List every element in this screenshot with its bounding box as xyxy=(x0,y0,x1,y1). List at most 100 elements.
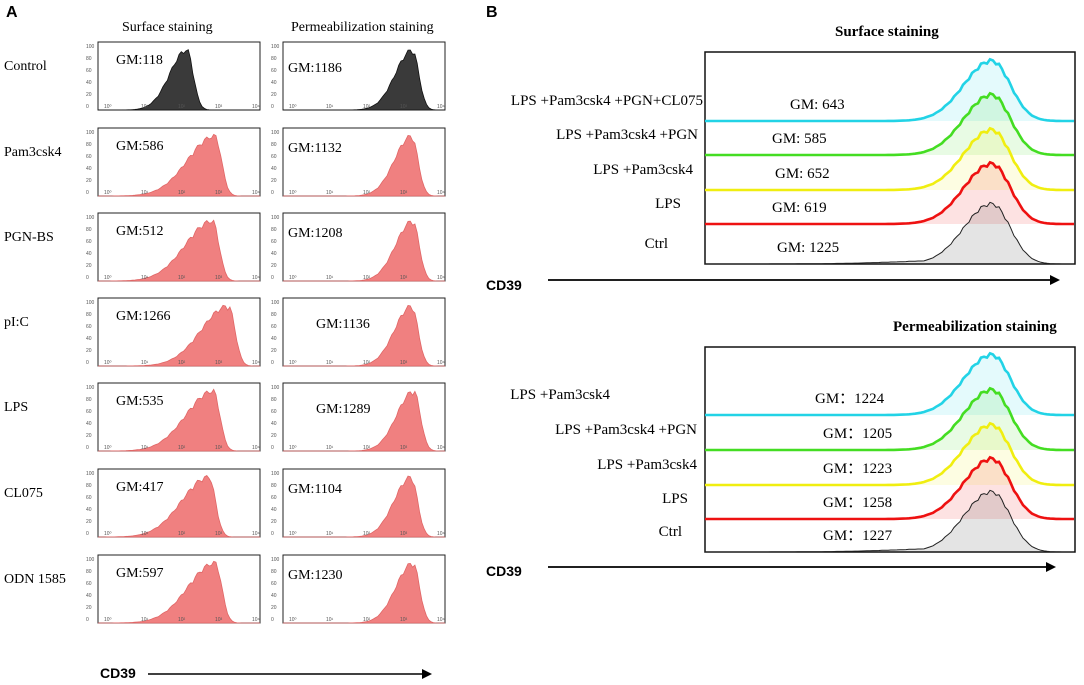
x-tick-label: 10¹ xyxy=(326,531,334,537)
y-tick-label: 80 xyxy=(86,312,92,318)
overlay-series-line xyxy=(705,351,1074,417)
y-tick-label: 80 xyxy=(86,227,92,233)
overlay-fill xyxy=(705,59,1075,121)
series-label: LPS +Pam3csk4 +PGN xyxy=(555,422,697,438)
x-tick-label: 10¹ xyxy=(141,104,149,110)
y-tick-label: 40 xyxy=(271,336,277,342)
series-gm: GM：1223 xyxy=(823,461,892,477)
y-tick-label: 40 xyxy=(271,166,277,172)
x-tick-label: 10² xyxy=(178,445,186,451)
histogram-distribution xyxy=(98,388,260,452)
histogram-distribution xyxy=(283,475,445,538)
overlay-fill xyxy=(705,93,1075,155)
y-tick-label: 40 xyxy=(86,593,92,599)
x-tick-label: 10² xyxy=(178,617,186,623)
y-tick-label: 100 xyxy=(86,385,95,391)
gm-value: GM:535 xyxy=(116,394,163,409)
overlay-series-line xyxy=(705,126,1074,192)
x-tick-label: 10³ xyxy=(400,445,408,451)
panel-b-perm-title: Permeabilization staining xyxy=(893,319,1057,335)
x-tick-label: 10² xyxy=(363,104,371,110)
y-tick-label: 100 xyxy=(86,130,95,136)
panel-a-grid: Control 10⁰ 10¹ 10² 10³ 10⁴ 0 20 40 60 80 100 GM:118… xyxy=(4,41,446,624)
x-tick-label: 10² xyxy=(363,360,371,366)
col-header-surface: Surface staining xyxy=(122,20,213,35)
x-tick-label: 10⁰ xyxy=(289,104,297,110)
y-tick-label: 60 xyxy=(271,409,277,415)
y-tick-label: 20 xyxy=(86,92,92,98)
histogram-distribution xyxy=(98,219,260,282)
series-label: LPS +Pam3csk4 +PGN+CL075 xyxy=(511,93,703,109)
series-gm: GM: 619 xyxy=(772,200,827,216)
x-tick-label: 10³ xyxy=(215,360,223,366)
overlay-series-line xyxy=(705,160,1074,226)
y-tick-label: 0 xyxy=(86,360,89,366)
x-tick-label: 10¹ xyxy=(326,275,334,281)
y-tick-label: 0 xyxy=(271,617,274,623)
x-tick-label: 10³ xyxy=(400,360,408,366)
y-tick-label: 60 xyxy=(271,581,277,587)
panel-b-surface-axis-label: CD39 xyxy=(486,277,522,293)
y-tick-label: 80 xyxy=(86,483,92,489)
panel-a-letter: A xyxy=(6,4,18,21)
x-tick-label: 10¹ xyxy=(141,445,149,451)
overlay-series-line xyxy=(705,386,1074,452)
y-tick-label: 100 xyxy=(86,44,95,50)
y-tick-label: 60 xyxy=(271,68,277,74)
y-tick-label: 0 xyxy=(86,531,89,537)
y-tick-label: 100 xyxy=(271,300,280,306)
y-tick-label: 80 xyxy=(271,142,277,148)
y-tick-label: 40 xyxy=(271,80,277,86)
y-tick-label: 60 xyxy=(86,495,92,501)
histogram-distribution xyxy=(283,390,445,452)
x-tick-label: 10⁰ xyxy=(104,190,112,196)
series-label: LPS +Pam3csk4 xyxy=(597,457,697,473)
gm-value: GM:1104 xyxy=(288,482,342,497)
x-tick-label: 10⁴ xyxy=(437,445,445,451)
x-tick-label: 10⁰ xyxy=(104,275,112,281)
gm-value: GM:1230 xyxy=(288,568,342,583)
y-tick-label: 100 xyxy=(271,471,280,477)
y-tick-label: 0 xyxy=(271,445,274,451)
y-tick-label: 0 xyxy=(271,275,274,281)
y-tick-label: 40 xyxy=(271,507,277,513)
y-tick-label: 40 xyxy=(86,166,92,172)
x-tick-label: 10¹ xyxy=(326,190,334,196)
row-label: Control xyxy=(4,59,47,74)
overlay-series-line xyxy=(705,455,1074,521)
y-tick-label: 60 xyxy=(86,324,92,330)
histogram-distribution xyxy=(283,49,445,111)
x-tick-label: 10⁰ xyxy=(289,531,297,537)
x-tick-label: 10⁰ xyxy=(104,531,112,537)
y-tick-label: 40 xyxy=(86,336,92,342)
y-tick-label: 40 xyxy=(86,507,92,513)
series-label: Ctrl xyxy=(645,236,668,252)
y-tick-label: 60 xyxy=(271,324,277,330)
x-tick-label: 10¹ xyxy=(326,445,334,451)
y-tick-label: 0 xyxy=(271,360,274,366)
y-tick-label: 20 xyxy=(86,348,92,354)
y-tick-label: 60 xyxy=(271,495,277,501)
x-tick-label: 10⁴ xyxy=(252,445,260,451)
x-tick-label: 10² xyxy=(363,445,371,451)
series-label: Ctrl xyxy=(659,524,682,540)
x-tick-label: 10⁴ xyxy=(252,104,260,110)
series-gm: GM：1224 xyxy=(815,391,885,407)
series-label: LPS +Pam3csk4 xyxy=(593,162,693,178)
x-tick-label: 10¹ xyxy=(141,360,149,366)
series-label: LPS +Pam3csk4 xyxy=(510,387,610,403)
y-tick-label: 40 xyxy=(271,251,277,257)
overlay-series-line xyxy=(705,201,1074,265)
y-tick-label: 20 xyxy=(86,178,92,184)
y-tick-label: 0 xyxy=(86,445,89,451)
row-label: PGN-BS xyxy=(4,230,54,245)
series-gm: GM：1227 xyxy=(823,528,893,544)
x-tick-label: 10¹ xyxy=(141,275,149,281)
overlay-frame xyxy=(704,51,1076,265)
y-tick-label: 60 xyxy=(271,154,277,160)
overlay-fill xyxy=(705,353,1075,415)
y-tick-label: 60 xyxy=(271,239,277,245)
y-tick-label: 20 xyxy=(271,348,277,354)
y-tick-label: 80 xyxy=(271,56,277,62)
